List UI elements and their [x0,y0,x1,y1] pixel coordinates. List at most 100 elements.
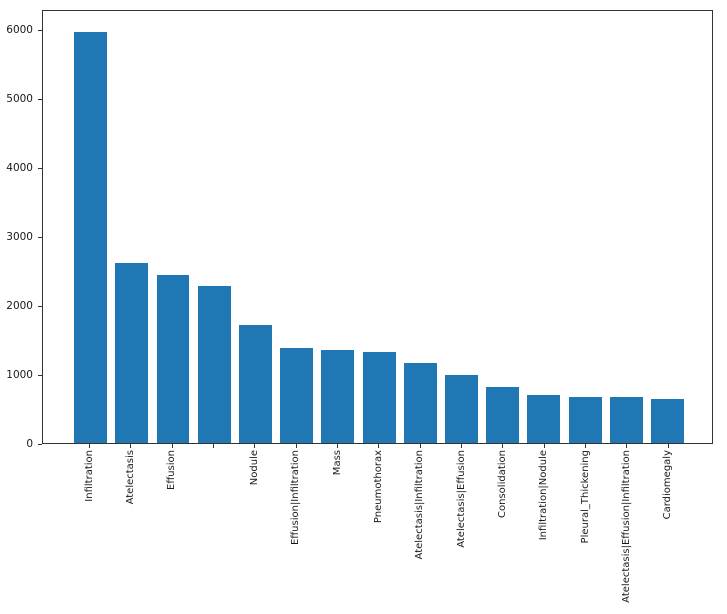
bar-cardiomegaly [650,399,684,443]
x-tick-label: Nodule [248,450,260,486]
x-tick-label-slot: Pneumothorax [358,450,399,523]
bar-effusion-infiltration [280,347,314,443]
bar-pneumothorax [362,351,396,443]
x-tick [606,444,647,448]
x-axis-ticks [42,444,713,448]
x-tick-label: Cardiomegaly [662,450,674,520]
y-tick-mark [38,443,42,445]
x-tick [524,444,565,448]
x-tick-label: Pneumothorax [372,450,384,524]
x-tick [648,444,689,448]
x-tick-label-slot: Atelectasis [110,450,151,504]
x-tick-label-slot: Cardiomegaly [648,450,689,519]
x-tick-mark [337,444,339,448]
x-tick [110,444,151,448]
x-tick-mark [130,444,132,448]
x-tick-label-slot: Effusion|Infiltration [276,450,317,545]
bar-atelectasis-effusion [444,375,478,443]
y-axis: 0 1000 2000 3000 4000 5000 6000 [0,10,42,450]
x-tick-mark [295,444,297,448]
bar-atelectasis-infiltration [403,363,437,443]
x-tick [276,444,317,448]
x-tick-mark [667,444,669,448]
bar-infiltration [74,31,108,443]
bar-slot [400,11,441,443]
bar-pleural-thickening [568,396,602,443]
y-tick-label: 2000 [6,299,33,312]
bar-slot [606,11,647,443]
x-tick-label-slot: Consolidation [482,450,523,518]
y-tick-mark [38,236,42,238]
x-tick-label-slot: Atelectasis|Effusion|Infiltration [606,450,647,603]
x-tick [69,444,110,448]
x-tick [152,444,193,448]
x-tick-mark [213,444,215,448]
x-tick-label: Atelectasis [124,450,136,505]
y-tick-mark [38,99,42,101]
x-tick-label: Mass [331,450,343,476]
bar-slot [111,11,152,443]
x-tick-label: Effusion [166,450,178,490]
x-tick [317,444,358,448]
x-tick [400,444,441,448]
x-tick-mark [378,444,380,448]
x-tick-label-slot: Mass [317,450,358,475]
bar-slot [564,11,605,443]
x-tick-label-slot: Effusion [152,450,193,490]
x-tick-mark [626,444,628,448]
x-tick-label: Atelectasis|Effusion|Infiltration [620,450,632,603]
x-tick [482,444,523,448]
x-tick-mark [419,444,421,448]
bar-slot [523,11,564,443]
x-tick-label-slot: Atelectasis|Infiltration [400,450,441,559]
x-tick-label: Atelectasis|Effusion [455,450,467,548]
bar-mass [321,349,355,443]
x-tick-mark [89,444,91,448]
x-tick-label: Infiltration [83,450,95,502]
bar-consolidation [486,387,520,443]
bar-slot [235,11,276,443]
bar-atelectasis [115,262,149,443]
x-tick [193,444,234,448]
x-tick-mark [543,444,545,448]
x-tick-label-slot: Infiltration|Nodule [524,450,565,540]
x-tick-mark [585,444,587,448]
x-tick-mark [502,444,504,448]
y-tick-label: 6000 [6,24,33,37]
x-tick [234,444,275,448]
bar-slot [70,11,111,443]
x-tick-label: Consolidation [496,450,508,518]
y-tick-mark [38,374,42,376]
y-tick-label: 0 [26,437,33,450]
x-tick [358,444,399,448]
y-tick-label: 1000 [6,368,33,381]
x-tick-label-slot: Pleural_Thickening [565,450,606,543]
y-tick-label: 4000 [6,161,33,174]
x-tick-label-slot: Infiltration [69,450,110,502]
bar-slot [276,11,317,443]
bar-slot [194,11,235,443]
x-tick [441,444,482,448]
y-tick-label: 5000 [6,93,33,106]
x-tick-mark [171,444,173,448]
x-tick-label: Atelectasis|Infiltration [414,450,426,560]
x-tick-label-slot: Nodule [234,450,275,485]
bar-slot [358,11,399,443]
bar-slot [317,11,358,443]
x-tick-label-slot: Atelectasis|Effusion [441,450,482,548]
bar-slot [647,11,688,443]
bars-row [43,11,712,443]
y-tick-mark [38,305,42,307]
bar-atelectasis-effusion-infiltration [609,397,643,443]
x-tick [565,444,606,448]
y-tick-mark [38,30,42,32]
x-axis-labels: Infiltration Atelectasis Effusion Nodule Eff… [42,450,713,603]
bar-slot [482,11,523,443]
bar-nodule [238,325,272,443]
x-tick-mark [461,444,463,448]
bar-effusion [156,275,190,443]
bar-slot [441,11,482,443]
x-tick-label: Pleural_Thickening [579,450,591,544]
y-tick-mark [38,167,42,169]
